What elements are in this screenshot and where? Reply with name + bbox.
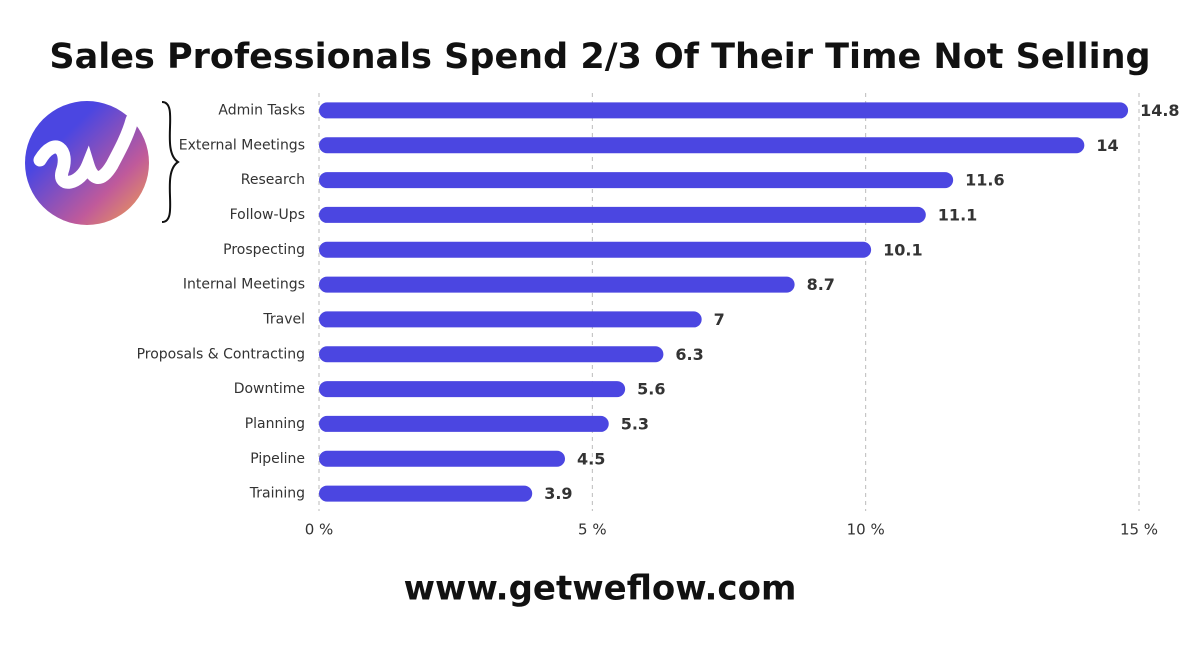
value-label: 3.9 xyxy=(544,484,572,503)
bar xyxy=(319,102,1129,119)
y-tick-label: External Meetings xyxy=(179,137,305,153)
footer-url: www.getweflow.com xyxy=(404,569,797,609)
brace xyxy=(161,101,180,223)
value-label: 14.8 xyxy=(1140,101,1179,120)
y-tick-label: Travel xyxy=(262,311,305,327)
value-label: 10.1 xyxy=(883,240,922,259)
y-tick-label: Prospecting xyxy=(223,242,305,258)
y-tick-label: Research xyxy=(241,172,305,188)
y-tick-label: Admin Tasks xyxy=(218,102,305,118)
value-label: 4.5 xyxy=(577,449,605,468)
y-tick-label: Planning xyxy=(245,416,305,432)
value-label: 8.7 xyxy=(807,275,835,294)
y-tick-label: Proposals & Contracting xyxy=(137,346,305,362)
bar xyxy=(319,346,664,363)
value-label: 6.3 xyxy=(675,345,703,364)
bar xyxy=(319,276,795,293)
value-label: 11.6 xyxy=(965,171,1004,190)
y-tick-label: Internal Meetings xyxy=(183,277,305,293)
bar xyxy=(319,381,626,398)
bar xyxy=(319,241,872,258)
chart-title: Sales Professionals Spend 2/3 Of Their T… xyxy=(49,37,1150,77)
y-tick-label: Follow-Ups xyxy=(230,207,305,223)
x-tick-label: 5 % xyxy=(578,521,607,539)
x-tick-label: 10 % xyxy=(847,521,885,539)
x-tick-label: 0 % xyxy=(305,521,334,539)
bar xyxy=(319,485,533,502)
value-label: 5.3 xyxy=(621,414,649,433)
x-tick-label: 15 % xyxy=(1120,521,1158,539)
bar xyxy=(319,137,1085,154)
bar xyxy=(319,311,702,328)
value-label: 11.1 xyxy=(938,205,977,224)
bar xyxy=(319,206,926,223)
logo xyxy=(25,101,149,225)
y-tick-label: Training xyxy=(249,486,305,502)
y-tick-label: Pipeline xyxy=(250,451,305,467)
bar xyxy=(319,450,565,467)
value-label: 5.6 xyxy=(637,380,665,399)
y-tick-label: Downtime xyxy=(234,381,305,397)
bar xyxy=(319,415,609,432)
value-label: 7 xyxy=(714,310,725,329)
bar xyxy=(319,172,954,189)
value-label: 14 xyxy=(1096,136,1118,155)
